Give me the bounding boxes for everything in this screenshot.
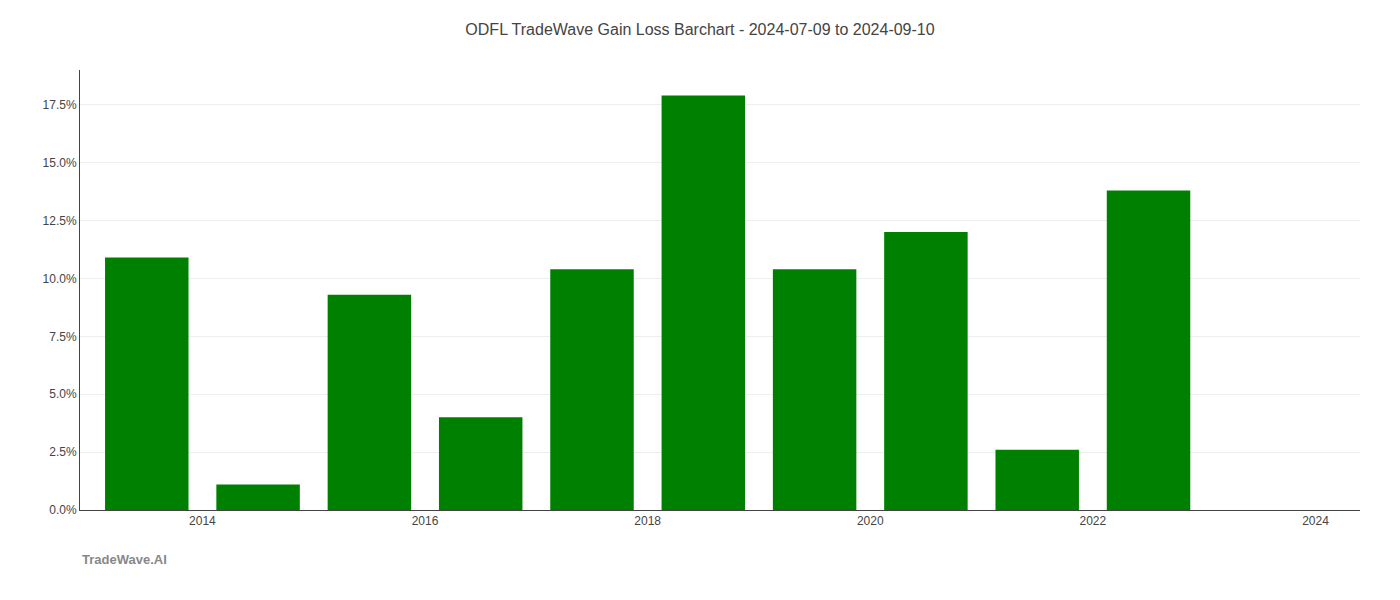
svg-text:7.5%: 7.5% xyxy=(49,330,77,344)
svg-text:2016: 2016 xyxy=(412,514,439,528)
svg-text:2022: 2022 xyxy=(1080,514,1107,528)
svg-text:12.5%: 12.5% xyxy=(43,214,77,228)
svg-text:TradeWave.AI: TradeWave.AI xyxy=(82,552,167,567)
svg-text:2.5%: 2.5% xyxy=(49,445,77,459)
svg-text:2014: 2014 xyxy=(189,514,216,528)
svg-text:2018: 2018 xyxy=(634,514,661,528)
svg-text:ODFL TradeWave Gain Loss Barch: ODFL TradeWave Gain Loss Barchart - 2024… xyxy=(465,21,934,38)
svg-text:15.0%: 15.0% xyxy=(43,156,77,170)
svg-text:0.0%: 0.0% xyxy=(49,503,77,517)
svg-text:2020: 2020 xyxy=(857,514,884,528)
svg-text:5.0%: 5.0% xyxy=(49,387,77,401)
svg-text:17.5%: 17.5% xyxy=(43,98,77,112)
svg-text:2024: 2024 xyxy=(1302,514,1329,528)
svg-text:10.0%: 10.0% xyxy=(43,272,77,286)
